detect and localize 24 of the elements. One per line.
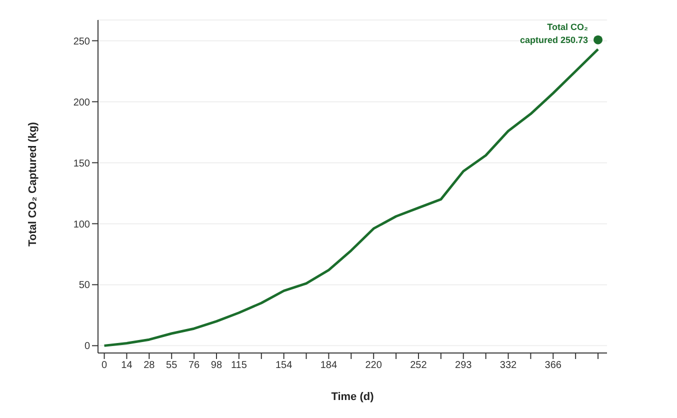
y-tick-label: 0 (84, 341, 90, 352)
y-tick-label: 150 (73, 158, 90, 170)
line-series (103, 48, 600, 347)
x-tick-label: 55 (166, 360, 178, 372)
x-tick-label: 98 (210, 360, 222, 372)
y-tick-label: 100 (73, 219, 90, 230)
y-axis-title: Total CO₂ Captured (kg) (26, 122, 39, 246)
x-tick-label: 184 (320, 360, 338, 372)
x-tick-label: 0 (102, 360, 108, 372)
x-tick-label: 252 (410, 360, 428, 372)
y-tick-label: 200 (73, 97, 90, 108)
x-tick-label: 76 (188, 360, 200, 372)
x-tick-label: 220 (365, 360, 382, 372)
x-tick-label: 14 (121, 360, 133, 372)
x-tick-label: 115 (230, 360, 248, 372)
annotation: Total CO₂ captured 250.73 (520, 22, 588, 45)
y-tick-label: 50 (78, 280, 90, 292)
x-tick-label: 28 (144, 360, 156, 372)
x-tick-label: 293 (455, 360, 472, 372)
x-tick-label: 366 (544, 360, 562, 372)
x-axis-title: Time (d) (331, 391, 374, 403)
x-tick-label: 332 (500, 360, 518, 372)
x-tick-label: 154 (275, 360, 293, 372)
y-tick-label: 250 (73, 36, 90, 48)
